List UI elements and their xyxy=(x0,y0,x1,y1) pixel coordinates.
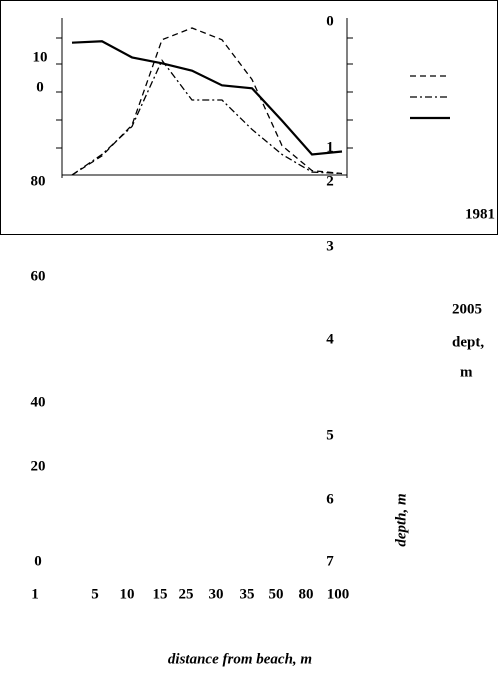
legend xyxy=(410,75,450,120)
series-line xyxy=(71,40,343,156)
right-label: 7 xyxy=(326,553,334,569)
left-label: 80 xyxy=(31,173,46,189)
x-axis-title: distance from beach, m xyxy=(168,651,312,667)
series-line xyxy=(71,59,343,176)
annotation: m xyxy=(460,364,473,380)
right-label: 6 xyxy=(326,491,334,507)
x-tick-label: 1 xyxy=(31,586,39,602)
y2-axis-title: depth, m xyxy=(393,493,409,546)
x-tick-label: 50 xyxy=(269,586,284,602)
series-line xyxy=(71,27,343,176)
right-label: 4 xyxy=(326,331,334,347)
x-tick-label: 10 xyxy=(120,586,135,602)
right-label: 5 xyxy=(326,427,334,443)
left-label: 0 xyxy=(36,79,44,95)
x-tick-label: 15 xyxy=(153,586,168,602)
x-tick-label: 35 xyxy=(240,586,255,602)
x-tick-label: 30 xyxy=(209,586,224,602)
frame xyxy=(0,0,498,235)
x-tick-label: 80 xyxy=(299,586,314,602)
axes xyxy=(56,18,353,178)
x-tick-label: 25 xyxy=(179,586,194,602)
right-label: 2 xyxy=(326,173,334,189)
x-tick-label: 100 xyxy=(327,586,350,602)
left-label: 60 xyxy=(31,268,46,284)
right-label: 3 xyxy=(326,238,334,254)
annotation: 1981 xyxy=(465,206,495,222)
left-label: 20 xyxy=(31,458,46,474)
annotation: dept, xyxy=(452,334,484,350)
left-label: 0 xyxy=(34,553,42,569)
left-label: 40 xyxy=(31,394,46,410)
x-tick-label: 5 xyxy=(91,586,99,602)
right-label: 1 xyxy=(326,139,334,155)
annotation: 2005 xyxy=(452,301,482,317)
right-label: 0 xyxy=(326,13,334,29)
left-label: 10 xyxy=(33,49,48,65)
